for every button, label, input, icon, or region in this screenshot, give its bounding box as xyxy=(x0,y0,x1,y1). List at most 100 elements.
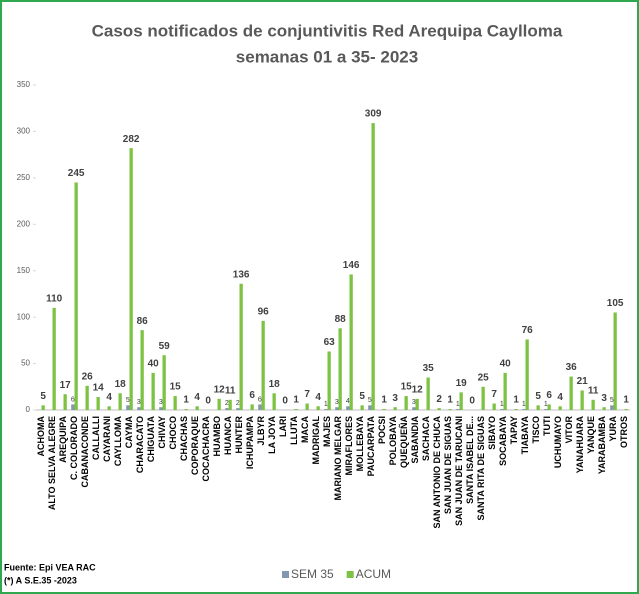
y-tick-label: 50 xyxy=(21,359,30,368)
data-label: 14 xyxy=(93,383,105,394)
data-label: 0 xyxy=(282,396,288,407)
x-tick-label: POLOBAYA xyxy=(388,416,398,466)
bar xyxy=(41,405,45,410)
x-tick-label: TAPAY xyxy=(509,416,519,444)
data-label: 1 xyxy=(544,401,548,408)
x-tick-label: MOLLEBAYA xyxy=(355,416,365,472)
data-label: 1 xyxy=(513,395,519,406)
x-tick-label: CHACHAS xyxy=(179,416,189,461)
data-label: 282 xyxy=(123,134,140,145)
legend-label: SEM 35 xyxy=(291,567,334,581)
data-label: 3 xyxy=(137,399,141,406)
chart-title: Casos notificados de conjuntivitis Red A… xyxy=(92,21,563,40)
data-label: 2 xyxy=(236,400,240,407)
bar xyxy=(162,355,166,410)
data-label: 0 xyxy=(205,396,211,407)
y-tick-label: 0 xyxy=(26,405,31,414)
x-tick-label: OTROS xyxy=(619,416,629,448)
bar xyxy=(129,148,133,410)
bar xyxy=(602,407,606,410)
data-label: 1 xyxy=(324,401,328,408)
data-label: 63 xyxy=(324,337,336,348)
data-label: 25 xyxy=(478,372,490,383)
data-label: 5 xyxy=(610,397,614,404)
bar xyxy=(412,407,416,410)
data-label: 2 xyxy=(436,394,442,405)
x-tick-label: SAN ANTONIO DE CHUCA xyxy=(432,416,442,529)
data-label: 7 xyxy=(491,389,497,400)
data-label: 6 xyxy=(71,396,75,403)
x-tick-label: HUANCA xyxy=(223,416,233,455)
data-label: 6 xyxy=(249,390,255,401)
data-label: 11 xyxy=(588,385,599,396)
data-label: 105 xyxy=(607,298,624,309)
bar xyxy=(448,409,452,410)
x-tick-label: LARI xyxy=(278,416,288,437)
data-label: 76 xyxy=(522,325,534,336)
data-label: 3 xyxy=(335,399,339,406)
data-label: 7 xyxy=(304,389,310,400)
chart-subtitle: semanas 01 a 35- 2023 xyxy=(236,47,418,66)
bar xyxy=(368,405,372,410)
bar xyxy=(137,407,141,410)
data-label: 11 xyxy=(225,385,236,396)
bar xyxy=(85,385,89,410)
bar xyxy=(514,409,518,410)
x-tick-label: HUAMBO xyxy=(212,416,222,457)
bar xyxy=(500,409,504,410)
data-label: 4 xyxy=(194,392,200,403)
data-label: 2 xyxy=(225,400,229,407)
x-tick-label: YARABAMBA xyxy=(597,416,607,475)
x-tick-label: ICHUPAMPA xyxy=(245,416,255,470)
data-label: 15 xyxy=(401,382,413,393)
bar xyxy=(580,390,584,410)
bar xyxy=(74,182,78,410)
bar xyxy=(272,393,276,410)
data-label: 36 xyxy=(566,362,578,373)
bar xyxy=(610,405,614,410)
bar xyxy=(624,409,628,410)
y-tick-label: 150 xyxy=(17,266,31,275)
data-label: 3 xyxy=(412,399,416,406)
bar xyxy=(126,405,130,410)
data-label: 5 xyxy=(359,391,365,402)
x-tick-label: CHOCO xyxy=(168,416,178,450)
bar xyxy=(382,409,386,410)
x-tick-label: CHIGUATA xyxy=(146,416,156,463)
bar xyxy=(316,406,320,410)
x-tick-label: SACHACA xyxy=(421,415,431,461)
data-label: 136 xyxy=(233,269,250,280)
x-tick-label: ALTO SELVA ALEGRE xyxy=(47,416,57,510)
x-tick-label: SANTA ISABEL DE... xyxy=(465,416,475,504)
source-note: Fuente: Epi VEA RAC xyxy=(4,562,96,572)
x-tick-label: CABANACONDE xyxy=(80,416,90,488)
legend-label: ACUM xyxy=(356,567,391,581)
x-tick-label: VITOR xyxy=(564,416,574,444)
x-tick-label: UCHUMAYO xyxy=(553,416,563,468)
data-label: 4 xyxy=(346,398,350,405)
data-label: 6 xyxy=(258,396,262,403)
x-tick-label: CHIVAY xyxy=(157,416,167,449)
x-tick-label: PAUCARPATA xyxy=(366,415,376,476)
data-label: 17 xyxy=(60,380,72,391)
y-tick-label: 100 xyxy=(17,312,31,321)
data-label: 146 xyxy=(343,260,360,271)
data-label: 3 xyxy=(159,399,163,406)
data-label: 1 xyxy=(381,395,387,406)
bar xyxy=(63,394,67,410)
bar xyxy=(294,409,298,410)
data-label: 18 xyxy=(115,379,127,390)
x-tick-label: MAJES xyxy=(322,416,332,447)
data-label: 245 xyxy=(68,168,85,179)
bar xyxy=(159,407,163,410)
x-tick-label: ACHOMA xyxy=(36,416,46,457)
data-label: 40 xyxy=(500,358,512,369)
x-tick-label: MACA xyxy=(300,416,310,443)
data-label: 59 xyxy=(159,341,171,352)
bar xyxy=(217,398,221,410)
period-note: (*) A S.E.35 -2023 xyxy=(4,575,77,585)
data-label: 3 xyxy=(601,393,607,404)
x-tick-label: MIRAFLORES xyxy=(344,416,354,476)
